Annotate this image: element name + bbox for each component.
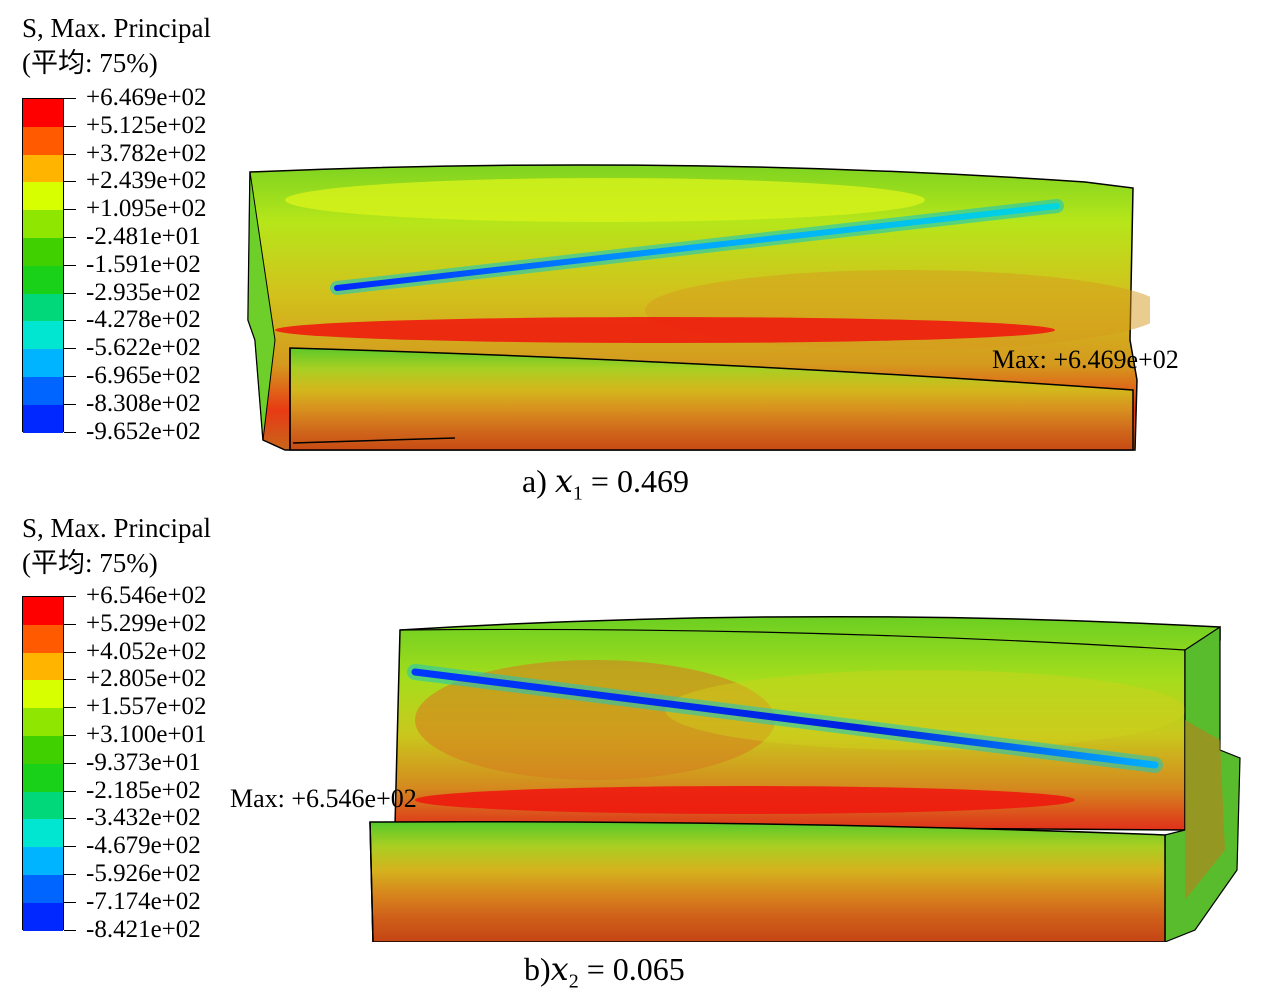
figure-caption-a: a) x1 = 0.469	[522, 462, 689, 505]
legend-value-label: +1.095e+02	[86, 195, 207, 223]
legend-value-label: +2.805e+02	[86, 665, 207, 693]
legend-tick	[64, 874, 76, 875]
legend-averaging-note: (平均: 75%)	[22, 548, 158, 578]
legend-tick	[64, 153, 76, 155]
legend-tick	[64, 901, 76, 903]
legend-swatch	[23, 293, 63, 322]
legend-value-label: +1.557e+02	[86, 693, 207, 721]
legend-swatch	[23, 321, 63, 350]
legend-swatch	[23, 99, 63, 127]
legend-tick	[64, 707, 76, 709]
legend-swatch	[23, 763, 63, 792]
legend-value-label: -2.481e+01	[86, 223, 201, 250]
max-value-label: Max: +6.546e+02	[230, 784, 417, 813]
legend-swatch	[23, 237, 63, 266]
legend-tick	[64, 348, 76, 350]
legend-tick	[64, 818, 76, 820]
max-value-label: Max: +6.469e+02	[992, 345, 1179, 374]
legend-tick	[64, 181, 76, 183]
legend-value-label: +3.100e+01	[86, 721, 207, 748]
caption-prefix: b)	[524, 951, 551, 987]
legend-value-label: -3.432e+02	[86, 804, 201, 832]
legend-swatch	[23, 349, 63, 377]
caption-subscript: 1	[572, 482, 583, 505]
legend-tick	[64, 320, 76, 322]
legend-value-label: +6.546e+02	[86, 582, 207, 609]
contour-color-bar	[22, 596, 64, 931]
legend-swatch	[23, 652, 63, 681]
legend-value-label: -1.591e+02	[86, 250, 201, 278]
legend-value-label: +2.439e+02	[86, 167, 207, 195]
legend-tick	[64, 929, 76, 931]
stress-contour-model-a	[247, 164, 1150, 451]
legend-swatch	[23, 210, 63, 238]
legend-tick	[64, 596, 76, 597]
panel-b: S, Max. Principal (平均: 75%) +6.546e+02 +5…	[0, 500, 1261, 999]
legend-value-label: -2.185e+02	[86, 776, 201, 804]
legend-swatch	[23, 182, 63, 211]
legend-value-label: -9.652e+02	[86, 417, 201, 445]
panel-a: S, Max. Principal (平均: 75%) +6.469e+02 +5…	[22, 13, 1179, 504]
legend-tick	[64, 292, 76, 294]
legend-tick	[64, 790, 76, 792]
legend-value-label: -4.278e+02	[86, 306, 201, 334]
legend-tick	[64, 209, 76, 211]
legend-swatch	[23, 154, 63, 183]
legend-swatch	[23, 708, 63, 736]
legend-swatch	[23, 791, 63, 820]
legend-tick	[64, 237, 76, 238]
legend-swatch	[23, 624, 63, 653]
legend-swatch	[23, 874, 63, 903]
legend-tick	[64, 623, 76, 625]
legend-tick	[64, 125, 76, 127]
legend-value-label: -8.421e+02	[86, 915, 201, 943]
legend-swatch	[23, 680, 63, 709]
legend-value-label: -6.965e+02	[86, 362, 201, 389]
legend-swatch	[23, 404, 63, 433]
caption-prefix: a)	[522, 463, 555, 499]
legend-tick	[64, 431, 76, 433]
caption-variable: x	[550, 950, 569, 988]
legend-tick	[64, 264, 76, 266]
stress-contour-model-b	[369, 615, 1241, 942]
caption-value: = 0.469	[582, 463, 689, 499]
legend-value-label: +5.125e+02	[86, 111, 207, 139]
legend-swatch	[23, 902, 63, 931]
legend-value-label: -5.622e+02	[86, 334, 201, 362]
legend-value-label: -9.373e+01	[86, 748, 201, 776]
legend-tick	[64, 98, 76, 99]
legend-value-label: +5.299e+02	[86, 609, 207, 637]
legend-swatch	[23, 126, 63, 155]
caption-subscript: 2	[568, 970, 579, 993]
legend-value-label: -4.679e+02	[86, 832, 201, 860]
legend-value-label: -7.174e+02	[86, 887, 201, 915]
legend-swatch	[23, 265, 63, 294]
legend-tick	[64, 846, 76, 848]
legend-tick	[64, 376, 76, 377]
legend-swatch	[23, 819, 63, 848]
legend-title: S, Max. Principal	[22, 513, 211, 543]
legend-tick	[64, 651, 76, 653]
legend-value-label: +6.469e+02	[86, 84, 207, 111]
legend-title: S, Max. Principal	[22, 13, 211, 43]
legend-value-label: +3.782e+02	[86, 139, 207, 167]
legend-tick	[64, 762, 76, 764]
legend-swatch	[23, 735, 63, 764]
legend-value-label: -5.926e+02	[86, 860, 201, 887]
legend-value-label: +4.052e+02	[86, 637, 207, 665]
figure-caption-b: b)x2 = 0.065	[524, 950, 685, 993]
legend-swatch	[23, 597, 63, 625]
legend-tick	[64, 403, 76, 405]
legend-swatch	[23, 847, 63, 875]
contour-color-bar	[22, 98, 64, 433]
caption-value: = 0.065	[578, 951, 685, 987]
legend-tick	[64, 679, 76, 681]
legend-swatch	[23, 376, 63, 405]
legend-tick	[64, 735, 76, 736]
legend-averaging-note: (平均: 75%)	[22, 48, 158, 78]
legend-value-label: -8.308e+02	[86, 389, 201, 417]
legend-value-label: -2.935e+02	[86, 278, 201, 306]
caption-variable: x	[554, 462, 573, 500]
